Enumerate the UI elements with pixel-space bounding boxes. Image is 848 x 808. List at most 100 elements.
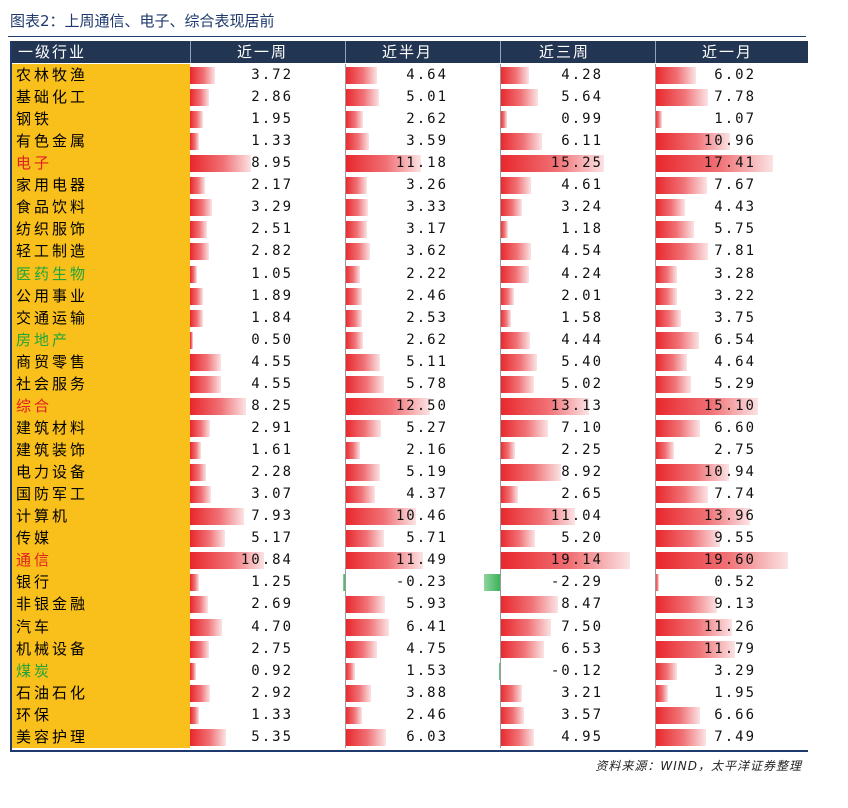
value-text: 0.99 bbox=[561, 111, 603, 128]
positive-bar bbox=[190, 464, 206, 482]
value-cell-half-month: 3.17 bbox=[345, 218, 500, 240]
value-cell-three-weeks: -0.12 bbox=[499, 660, 655, 682]
table-row: 钢铁 1.95 2.62 0.99 1.07 bbox=[12, 108, 808, 130]
value-text: 7.74 bbox=[714, 486, 756, 503]
positive-bar bbox=[500, 419, 549, 437]
industry-name: 公用事业 bbox=[16, 286, 89, 305]
value-text: 7.49 bbox=[714, 728, 756, 745]
positive-bar bbox=[345, 530, 384, 548]
value-text: 1.18 bbox=[561, 221, 603, 238]
value-cell-three-weeks: 5.02 bbox=[500, 373, 655, 395]
negative-bar bbox=[499, 662, 500, 680]
positive-bar bbox=[500, 67, 530, 84]
value-cell-three-weeks: 2.01 bbox=[500, 285, 655, 307]
value-text: 0.92 bbox=[251, 662, 293, 679]
positive-bar bbox=[655, 287, 677, 305]
positive-bar bbox=[500, 89, 539, 107]
value-cell-month: 7.78 bbox=[655, 86, 808, 108]
industry-column-background bbox=[12, 64, 190, 748]
value-text: 2.28 bbox=[251, 464, 293, 481]
table-row: 非银金融 2.69 5.93 8.47 9.13 bbox=[12, 593, 808, 615]
positive-bar bbox=[500, 728, 534, 746]
value-cell-month: 10.94 bbox=[655, 461, 808, 483]
positive-bar bbox=[345, 442, 360, 460]
header-separator bbox=[345, 41, 346, 63]
positive-bar bbox=[655, 574, 659, 592]
value-cell-half-month: 6.41 bbox=[345, 616, 500, 638]
positive-bar bbox=[500, 221, 509, 239]
value-cell-month: 9.13 bbox=[655, 593, 808, 615]
table-row: 美容护理 5.35 6.03 4.95 7.49 bbox=[12, 726, 808, 748]
value-cell-month: 0.52 bbox=[655, 571, 808, 593]
industry-name: 建筑装饰 bbox=[16, 441, 89, 460]
positive-bar bbox=[190, 221, 208, 239]
positive-bar bbox=[500, 706, 525, 724]
value-cell-three-weeks: 7.10 bbox=[500, 417, 655, 439]
table-row: 医药生物 1.05 2.22 4.24 3.28 bbox=[12, 263, 808, 285]
value-cell-three-weeks: 8.92 bbox=[500, 461, 655, 483]
industry-name: 食品饮料 bbox=[16, 198, 89, 217]
value-text: 1.25 bbox=[251, 574, 293, 591]
value-text: 5.19 bbox=[406, 464, 448, 481]
value-text: 2.22 bbox=[406, 265, 448, 282]
value-text: 3.57 bbox=[561, 706, 603, 723]
value-text: 4.75 bbox=[406, 640, 448, 657]
value-text: 3.07 bbox=[251, 486, 293, 503]
industry-name: 交通运输 bbox=[16, 308, 89, 327]
chart-title: 图表2：上周通信、电子、综合表现居前 bbox=[10, 12, 275, 30]
value-cell-half-month: 11.18 bbox=[345, 152, 500, 174]
value-text: -0.12 bbox=[550, 662, 603, 679]
value-text: 3.24 bbox=[561, 199, 603, 216]
positive-bar bbox=[190, 67, 216, 84]
value-cell-three-weeks: 4.44 bbox=[500, 329, 655, 351]
positive-bar bbox=[345, 243, 370, 261]
value-cell-month: 7.67 bbox=[655, 174, 808, 196]
value-text: 1.07 bbox=[714, 111, 756, 128]
positive-bar bbox=[500, 111, 507, 129]
value-cell-week: 2.91 bbox=[190, 417, 345, 439]
industry-name: 通信 bbox=[16, 551, 53, 570]
value-cell-month: 11.79 bbox=[655, 638, 808, 660]
value-text: 8.92 bbox=[561, 464, 603, 481]
value-cell-month: 3.29 bbox=[655, 660, 808, 682]
value-cell-three-weeks: 4.61 bbox=[500, 174, 655, 196]
value-cell-week: 4.55 bbox=[190, 373, 345, 395]
value-cell-three-weeks: 4.95 bbox=[500, 726, 655, 748]
value-text: 13.13 bbox=[550, 397, 603, 414]
value-cell-half-month: 11.49 bbox=[345, 549, 500, 571]
value-cell-week: 3.72 bbox=[190, 64, 345, 86]
positive-bar bbox=[500, 309, 511, 327]
value-cell-month: 3.22 bbox=[655, 285, 808, 307]
value-text: 8.25 bbox=[251, 397, 293, 414]
positive-bar bbox=[190, 552, 264, 570]
value-text: 3.59 bbox=[406, 133, 448, 150]
value-text: 3.75 bbox=[714, 309, 756, 326]
value-cell-month: 15.10 bbox=[655, 395, 808, 417]
value-cell-month: 9.55 bbox=[655, 527, 808, 549]
positive-bar bbox=[655, 419, 700, 437]
value-text: 7.67 bbox=[714, 177, 756, 194]
industry-name: 建筑材料 bbox=[16, 418, 89, 437]
value-cell-week: 1.05 bbox=[190, 263, 345, 285]
value-cell-half-month: 3.59 bbox=[345, 130, 500, 152]
industry-name: 电子 bbox=[16, 154, 53, 173]
industry-name: 国防军工 bbox=[16, 485, 89, 504]
value-cell-three-weeks: 3.21 bbox=[500, 682, 655, 704]
positive-bar bbox=[500, 199, 523, 217]
value-text: 3.28 bbox=[714, 265, 756, 282]
value-text: 3.72 bbox=[251, 67, 293, 83]
positive-bar bbox=[190, 618, 222, 636]
value-cell-three-weeks: 1.58 bbox=[500, 307, 655, 329]
value-text: 19.60 bbox=[703, 552, 756, 569]
positive-bar bbox=[655, 353, 687, 371]
value-text: 11.26 bbox=[703, 618, 756, 635]
positive-bar bbox=[190, 265, 198, 283]
positive-bar bbox=[655, 331, 700, 349]
value-cell-month: 4.64 bbox=[655, 351, 808, 373]
positive-bar bbox=[190, 375, 221, 393]
positive-bar bbox=[500, 375, 535, 393]
value-cell-week: 1.25 bbox=[190, 571, 345, 593]
value-text: 1.53 bbox=[406, 662, 448, 679]
table-row: 电力设备 2.28 5.19 8.92 10.94 bbox=[12, 461, 808, 483]
industry-name: 银行 bbox=[16, 573, 53, 592]
